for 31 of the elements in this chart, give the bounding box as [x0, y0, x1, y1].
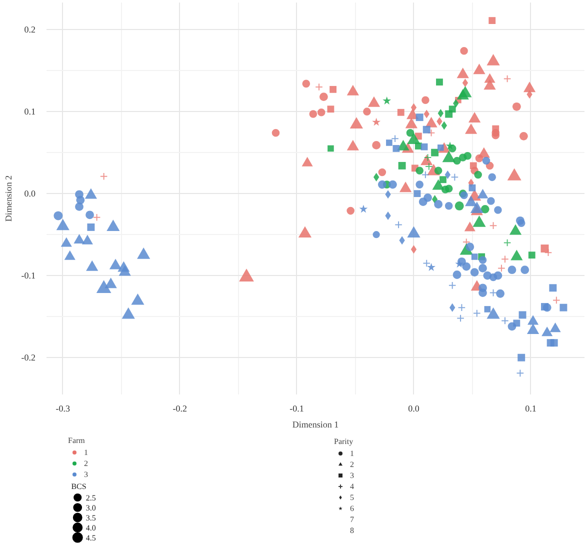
text: 3 [350, 470, 355, 480]
text: 4 [350, 481, 355, 491]
text: 5 [350, 492, 355, 502]
x-tick-label: -0.2 [172, 404, 187, 414]
y-tick-label: -0.2 [21, 352, 36, 363]
x-tick-label: -0.3 [56, 404, 70, 414]
y-tick-label: 0.2 [24, 24, 36, 35]
y-tick-label: 0.0 [24, 188, 36, 199]
y-tick-label: -0.1 [21, 270, 36, 281]
legend-title: Farm [68, 436, 86, 445]
text: 6 [350, 503, 355, 513]
x-tick-label: 0.1 [525, 404, 536, 414]
legend-label: 3.0 [86, 504, 96, 512]
legend-label: 2 [84, 458, 89, 468]
y-axis-title: Dimension 2 [3, 175, 14, 222]
legend-label: 4.0 [86, 524, 96, 532]
legend-label: 3 [84, 469, 89, 479]
text: 1 [350, 448, 355, 458]
legend-label: 3.5 [86, 514, 96, 522]
text: 2 [350, 459, 355, 469]
legend-label: 1 [84, 447, 89, 457]
y-tick-label: 0.1 [24, 106, 36, 117]
legend-label: 2.5 [86, 494, 96, 502]
text: 8 [350, 525, 355, 535]
text: Parity [334, 437, 354, 446]
x-axis-title: Dimension 1 [292, 420, 339, 430]
legend-label: 4.5 [86, 534, 96, 542]
text: BCS [71, 482, 86, 491]
text: 7 [350, 514, 355, 524]
x-tick-label: 0.0 [408, 404, 420, 414]
x-tick-label: -0.1 [290, 404, 304, 414]
